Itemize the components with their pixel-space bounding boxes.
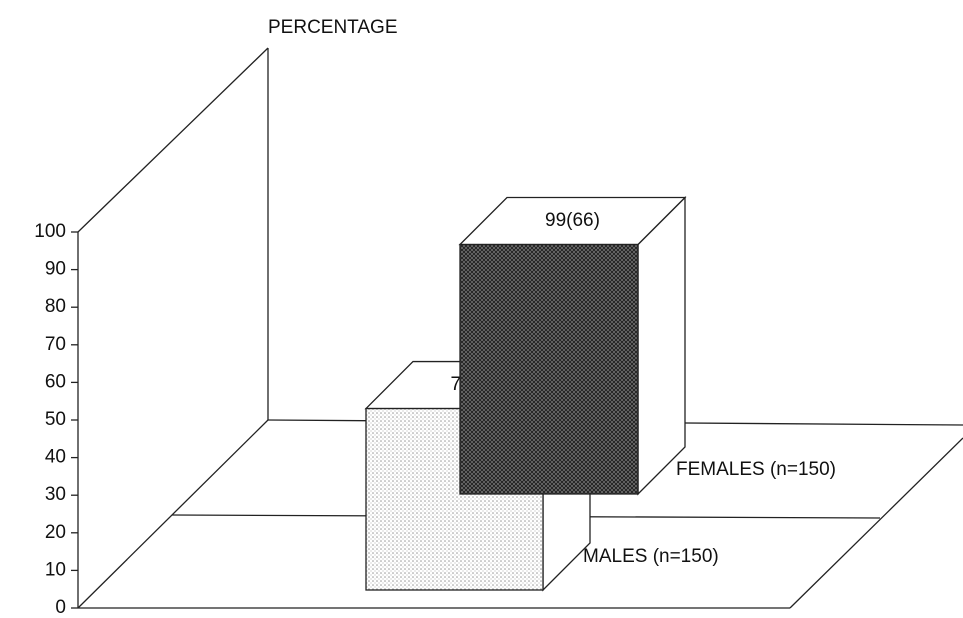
category-label: FEMALES (n=150) <box>676 459 836 480</box>
y-axis-label: PERCENTAGE <box>268 17 398 38</box>
y-tick-label: 70 <box>45 334 66 355</box>
value-label: 99(66) <box>545 210 600 231</box>
category-label: MALES (n=150) <box>583 546 719 567</box>
y-tick-label: 90 <box>45 259 66 280</box>
y-tick-label: 40 <box>45 447 66 468</box>
y-tick-label: 30 <box>45 484 66 505</box>
y-tick-label: 100 <box>34 221 66 242</box>
y-tick-label: 0 <box>55 597 66 618</box>
y-tick-label: 10 <box>45 559 66 580</box>
bar-side <box>637 195 686 496</box>
bar <box>459 243 639 495</box>
y-tick-label: 80 <box>45 296 66 317</box>
y-tick-label: 20 <box>45 522 66 543</box>
y-tick-label: 60 <box>45 371 66 392</box>
y-tick-label: 50 <box>45 409 66 430</box>
